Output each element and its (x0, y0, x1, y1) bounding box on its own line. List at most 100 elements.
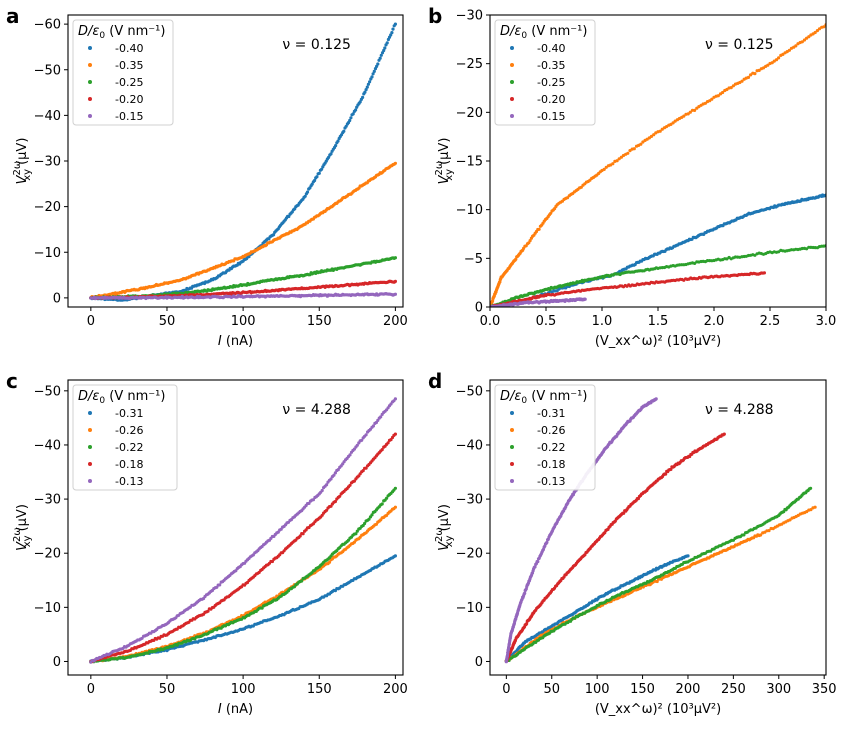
data-point (393, 22, 397, 26)
y-tick-label: −40 (34, 438, 61, 453)
plot-area (89, 22, 397, 302)
data-point (654, 397, 658, 401)
legend-marker (510, 411, 514, 415)
data-point (380, 448, 384, 452)
data-point (327, 155, 331, 159)
y-tick-label: −25 (456, 57, 483, 72)
data-point (367, 517, 371, 521)
filling-factor-annotation: ν = 0.125 (705, 37, 774, 53)
data-point (393, 292, 397, 296)
data-point (390, 30, 394, 35)
data-point (336, 139, 340, 143)
legend-title: D/ε0 (V nm⁻¹) (500, 24, 587, 41)
legend-entry: -0.13 (537, 475, 565, 488)
data-point (533, 565, 537, 569)
legend-entry: -0.31 (537, 407, 565, 420)
data-point (272, 233, 276, 237)
data-point (327, 560, 332, 564)
legend: D/ε0 (V nm⁻¹)-0.40-0.35-0.25-0.20-0.15 (72, 19, 174, 126)
data-point (389, 33, 393, 37)
data-point (393, 554, 397, 558)
legend-entry: -0.26 (115, 424, 143, 437)
data-point (746, 75, 751, 79)
x-tick-label: 350 (812, 682, 837, 697)
legend-marker (510, 80, 514, 84)
data-point (514, 257, 518, 261)
legend-title: D/ε0 (V nm⁻¹) (78, 389, 165, 406)
data-point (379, 53, 383, 57)
axes-frame (489, 379, 827, 676)
data-point (787, 48, 792, 52)
legend-box (494, 19, 596, 126)
y-tick-label: −50 (34, 63, 61, 78)
data-point (722, 432, 726, 436)
data-point (376, 418, 380, 422)
data-point (688, 110, 692, 114)
data-point (759, 533, 763, 537)
data-point (686, 554, 690, 558)
data-point (370, 75, 374, 79)
x-tick-label: 50 (159, 314, 176, 329)
plot-area (490, 23, 826, 307)
data-point (393, 486, 397, 490)
y-tick-label: −10 (456, 203, 483, 218)
data-point (329, 477, 333, 481)
legend-entry: -0.26 (537, 424, 565, 437)
data-point (361, 95, 365, 99)
data-point (669, 467, 673, 471)
data-point (721, 90, 725, 95)
legend-box (72, 384, 178, 491)
data-point (315, 175, 319, 179)
y-tick-label: 0 (475, 301, 483, 316)
data-point (375, 64, 379, 68)
legend-marker (88, 114, 92, 118)
data-point (378, 56, 382, 60)
legend-marker (510, 462, 514, 466)
data-point (361, 469, 365, 473)
y-tick-label: 0 (53, 655, 61, 670)
data-point (364, 466, 368, 470)
data-point (753, 72, 757, 76)
plot-area (89, 397, 397, 664)
data-point (333, 471, 337, 475)
data-point (382, 48, 386, 53)
data-point (334, 144, 338, 148)
x-tick-label: 100 (231, 314, 256, 329)
data-point (393, 279, 397, 283)
data-point (611, 162, 615, 166)
data-point (740, 79, 744, 83)
data-point (788, 518, 792, 522)
filling-factor-annotation: ν = 4.288 (705, 402, 774, 418)
x-tick-label: 250 (721, 682, 746, 697)
legend-entry: -0.22 (537, 441, 565, 454)
data-point (364, 88, 368, 92)
data-point (393, 505, 397, 509)
legend-title: D/ε0 (V nm⁻¹) (500, 389, 587, 406)
x-tick-label: 0.5 (536, 314, 557, 329)
series--0.18 (89, 432, 397, 664)
series--0.25 (89, 256, 397, 300)
data-point (354, 532, 358, 536)
series--0.15 (89, 292, 397, 301)
data-point (393, 256, 397, 260)
legend-marker (88, 462, 92, 466)
x-tick-label: 0 (87, 682, 95, 697)
data-point (545, 540, 549, 545)
data-point (729, 86, 733, 90)
legend-marker (510, 63, 514, 67)
panel-letter: a (6, 4, 20, 28)
data-point (354, 108, 358, 112)
x-tick-label: 150 (307, 682, 332, 697)
y-tick-label: −20 (456, 106, 483, 121)
y-tick-label: −30 (34, 493, 61, 508)
data-point (370, 513, 374, 517)
data-point (777, 56, 781, 60)
y-tick-label: −20 (34, 547, 61, 562)
legend-entry: -0.15 (115, 110, 143, 123)
data-point (380, 502, 384, 506)
data-point (774, 58, 779, 62)
data-point (325, 508, 329, 512)
data-point (218, 583, 222, 587)
data-point (320, 488, 324, 493)
